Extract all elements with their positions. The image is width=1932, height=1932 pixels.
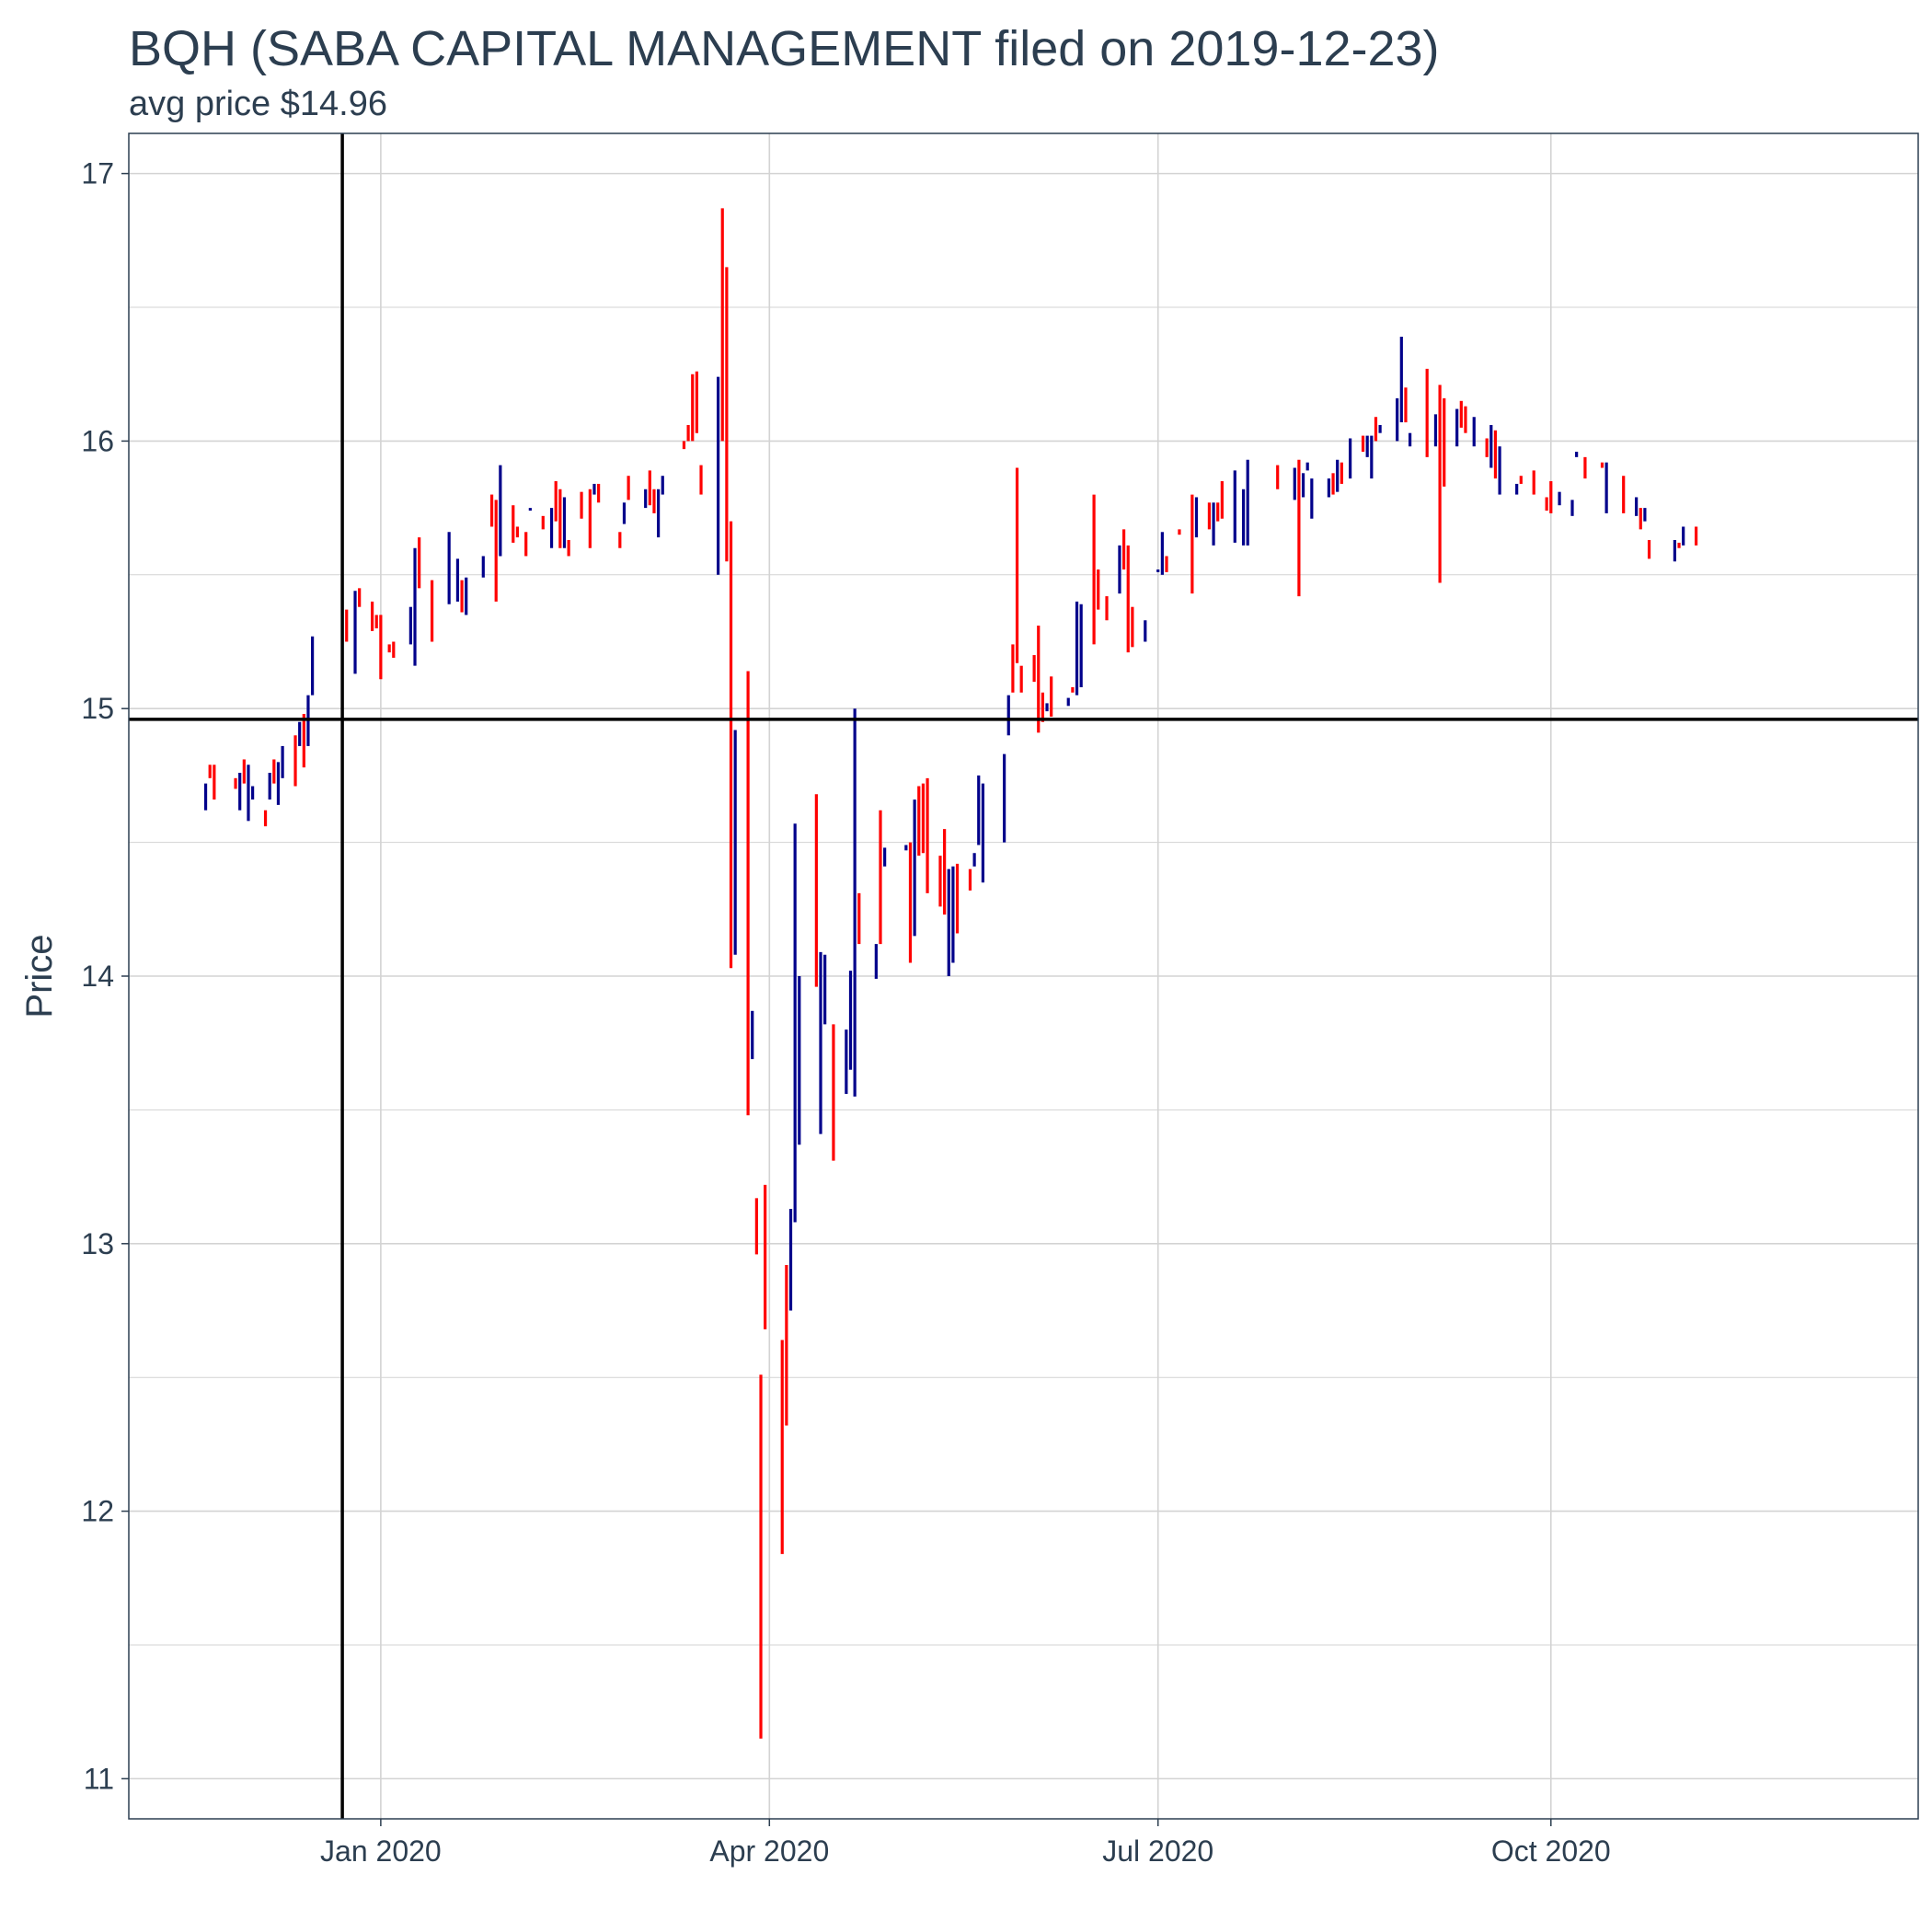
chart-subtitle: avg price $14.96 bbox=[129, 85, 387, 123]
x-tick-label: Oct 2020 bbox=[1491, 1834, 1611, 1868]
ohlc-bars bbox=[203, 208, 1698, 1739]
x-tick-label: Apr 2020 bbox=[709, 1834, 829, 1868]
x-tick-label: Jan 2020 bbox=[320, 1834, 442, 1868]
reference-lines bbox=[129, 133, 1918, 1819]
y-tick-label: 12 bbox=[81, 1495, 114, 1528]
y-tick-label: 17 bbox=[81, 157, 114, 190]
y-tick-label: 16 bbox=[81, 424, 114, 457]
y-axis-title: Price bbox=[19, 934, 60, 1018]
x-axis-ticks: Jan 2020 Apr 2020 Jul 2020 Oct 2020 bbox=[320, 1819, 1611, 1868]
y-axis-ticks: 11 12 13 14 15 16 17 bbox=[81, 157, 129, 1795]
y-tick-label: 13 bbox=[81, 1227, 114, 1260]
x-tick-label: Jul 2020 bbox=[1102, 1834, 1213, 1868]
y-tick-label: 11 bbox=[84, 1762, 114, 1795]
chart-title: BQH (SABA CAPITAL MANAGEMENT filed on 20… bbox=[129, 21, 1440, 76]
grid-lines bbox=[129, 133, 1918, 1819]
y-tick-label: 15 bbox=[81, 692, 114, 725]
y-tick-label: 14 bbox=[81, 960, 114, 993]
